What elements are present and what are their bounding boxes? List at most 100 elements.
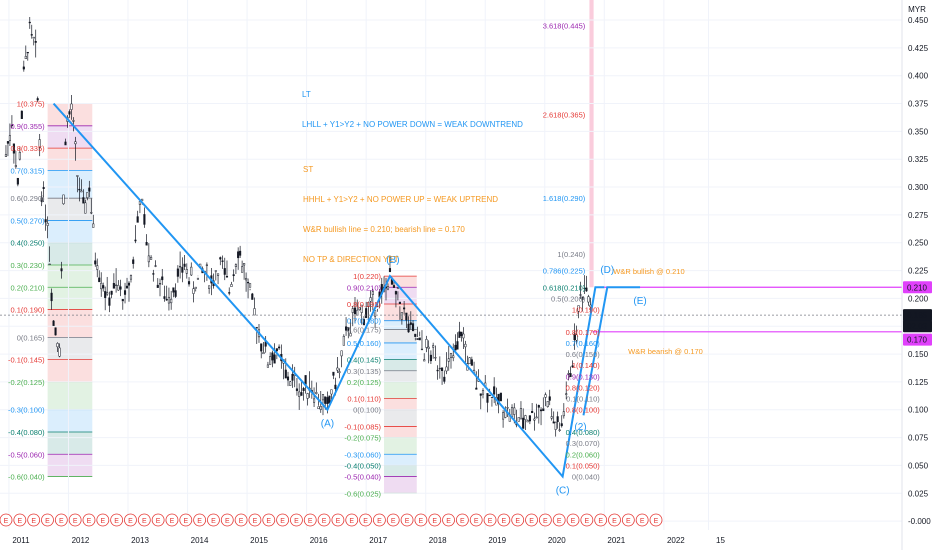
candle-body bbox=[396, 287, 399, 289]
fib-level-label: 0.4(0.145) bbox=[347, 356, 382, 365]
candle-body bbox=[273, 354, 276, 364]
candle-body bbox=[56, 343, 59, 348]
candle-body bbox=[502, 412, 505, 420]
candle-body bbox=[90, 212, 93, 214]
event-marker-label: E bbox=[156, 518, 161, 525]
x-tick-label: 2017 bbox=[369, 536, 387, 545]
fib-level-label: 0.3(0.230) bbox=[10, 261, 45, 270]
candle-body bbox=[30, 34, 33, 36]
candle-body bbox=[537, 405, 540, 408]
candle-body bbox=[78, 188, 81, 191]
candle-body bbox=[575, 334, 578, 341]
candle-body bbox=[560, 423, 563, 427]
candle-body bbox=[165, 298, 168, 301]
fib-level-label: 0.1(0.190) bbox=[10, 306, 45, 315]
candle-body bbox=[40, 197, 43, 202]
candle-body bbox=[420, 348, 424, 351]
candle-body bbox=[230, 284, 233, 287]
candle-body bbox=[208, 285, 211, 289]
candle-body bbox=[349, 333, 352, 337]
st-line-2: W&R bullish line = 0.210; bearish line =… bbox=[303, 225, 465, 234]
event-marker-label: E bbox=[253, 518, 258, 525]
candle-body bbox=[556, 416, 559, 423]
event-marker-label: E bbox=[211, 518, 216, 525]
candle-body bbox=[313, 398, 316, 403]
candle-body bbox=[260, 343, 263, 352]
event-marker-label: E bbox=[502, 518, 507, 525]
y-tick-label: 0.150 bbox=[908, 350, 929, 359]
candle-body bbox=[338, 371, 341, 374]
candle-body bbox=[6, 141, 9, 144]
event-marker bbox=[13, 513, 27, 527]
fib-zone bbox=[384, 329, 417, 343]
candle-body bbox=[298, 391, 301, 397]
candle-body bbox=[196, 277, 200, 280]
event-marker bbox=[0, 513, 13, 527]
event-marker bbox=[137, 513, 151, 527]
event-marker-label: E bbox=[266, 518, 271, 525]
candle-body bbox=[405, 312, 408, 321]
event-marker-label: E bbox=[100, 518, 105, 525]
candle-body bbox=[427, 346, 430, 349]
event-marker bbox=[469, 513, 483, 527]
candle-body bbox=[460, 331, 463, 336]
candle-body bbox=[46, 223, 49, 226]
event-marker bbox=[497, 513, 511, 527]
event-marker bbox=[538, 513, 552, 527]
candle-body bbox=[513, 407, 516, 415]
candle-body bbox=[571, 365, 574, 368]
event-marker-label: E bbox=[557, 518, 562, 525]
event-marker bbox=[552, 513, 566, 527]
x-tick-label: 15 bbox=[716, 536, 725, 545]
candle-body bbox=[371, 291, 374, 295]
candle-body bbox=[416, 338, 419, 340]
candle-body bbox=[470, 359, 473, 366]
candle-body bbox=[255, 327, 258, 329]
candle-body bbox=[468, 357, 471, 364]
event-marker-label: E bbox=[336, 518, 341, 525]
fib-small-label: 0.1(0.050) bbox=[566, 461, 601, 470]
candle-body bbox=[479, 393, 482, 396]
candle-body bbox=[306, 393, 309, 399]
event-marker-label: E bbox=[626, 518, 631, 525]
candle-body bbox=[28, 21, 31, 24]
candle-body bbox=[569, 373, 572, 378]
event-marker bbox=[525, 513, 538, 527]
fib-extension-label: 0.5(0.200) bbox=[551, 294, 586, 303]
fib-level-label: -0.1(0.145) bbox=[8, 356, 45, 365]
candle-body bbox=[585, 287, 588, 292]
candle-body bbox=[286, 376, 290, 381]
y-tick-label: 0.225 bbox=[908, 267, 929, 276]
event-marker-label: E bbox=[239, 518, 244, 525]
fib-small-label: 0.6(0.150) bbox=[566, 350, 601, 359]
candle-body bbox=[581, 296, 584, 300]
fib-level-label: 1(0.220) bbox=[353, 272, 381, 281]
fib-level-label: -0.2(0.125) bbox=[8, 378, 45, 387]
candle-body bbox=[82, 197, 85, 204]
fib-level-label: 0.6(0.290) bbox=[10, 194, 45, 203]
candle-body bbox=[104, 291, 107, 298]
currency-label: MYR bbox=[908, 5, 926, 14]
candle-body bbox=[386, 286, 390, 290]
fib-level-label: -0.2(0.075) bbox=[344, 434, 381, 443]
event-marker bbox=[649, 513, 663, 527]
candle-body bbox=[321, 394, 325, 401]
candle-body bbox=[481, 390, 485, 395]
fib-small-label: 0.2(0.060) bbox=[566, 450, 601, 459]
fib-zone bbox=[47, 381, 93, 410]
fib-level-label: -0.1(0.085) bbox=[344, 422, 381, 431]
event-marker bbox=[345, 513, 359, 527]
fib-level-label: -0.6(0.025) bbox=[344, 489, 381, 498]
fib-extension-label: 1.618(0.290) bbox=[543, 194, 586, 203]
candle-body bbox=[70, 103, 73, 110]
candle-body bbox=[12, 143, 15, 154]
y-tick-label: 0.075 bbox=[908, 434, 929, 443]
price-badge-text: 02:03 bbox=[907, 322, 928, 331]
candle-body bbox=[170, 298, 173, 304]
candle-body bbox=[365, 308, 368, 319]
fib-zone bbox=[384, 454, 417, 466]
candle-body bbox=[429, 354, 432, 362]
fib-level-label: 0.5(0.160) bbox=[347, 339, 382, 348]
candle-body bbox=[194, 286, 197, 289]
